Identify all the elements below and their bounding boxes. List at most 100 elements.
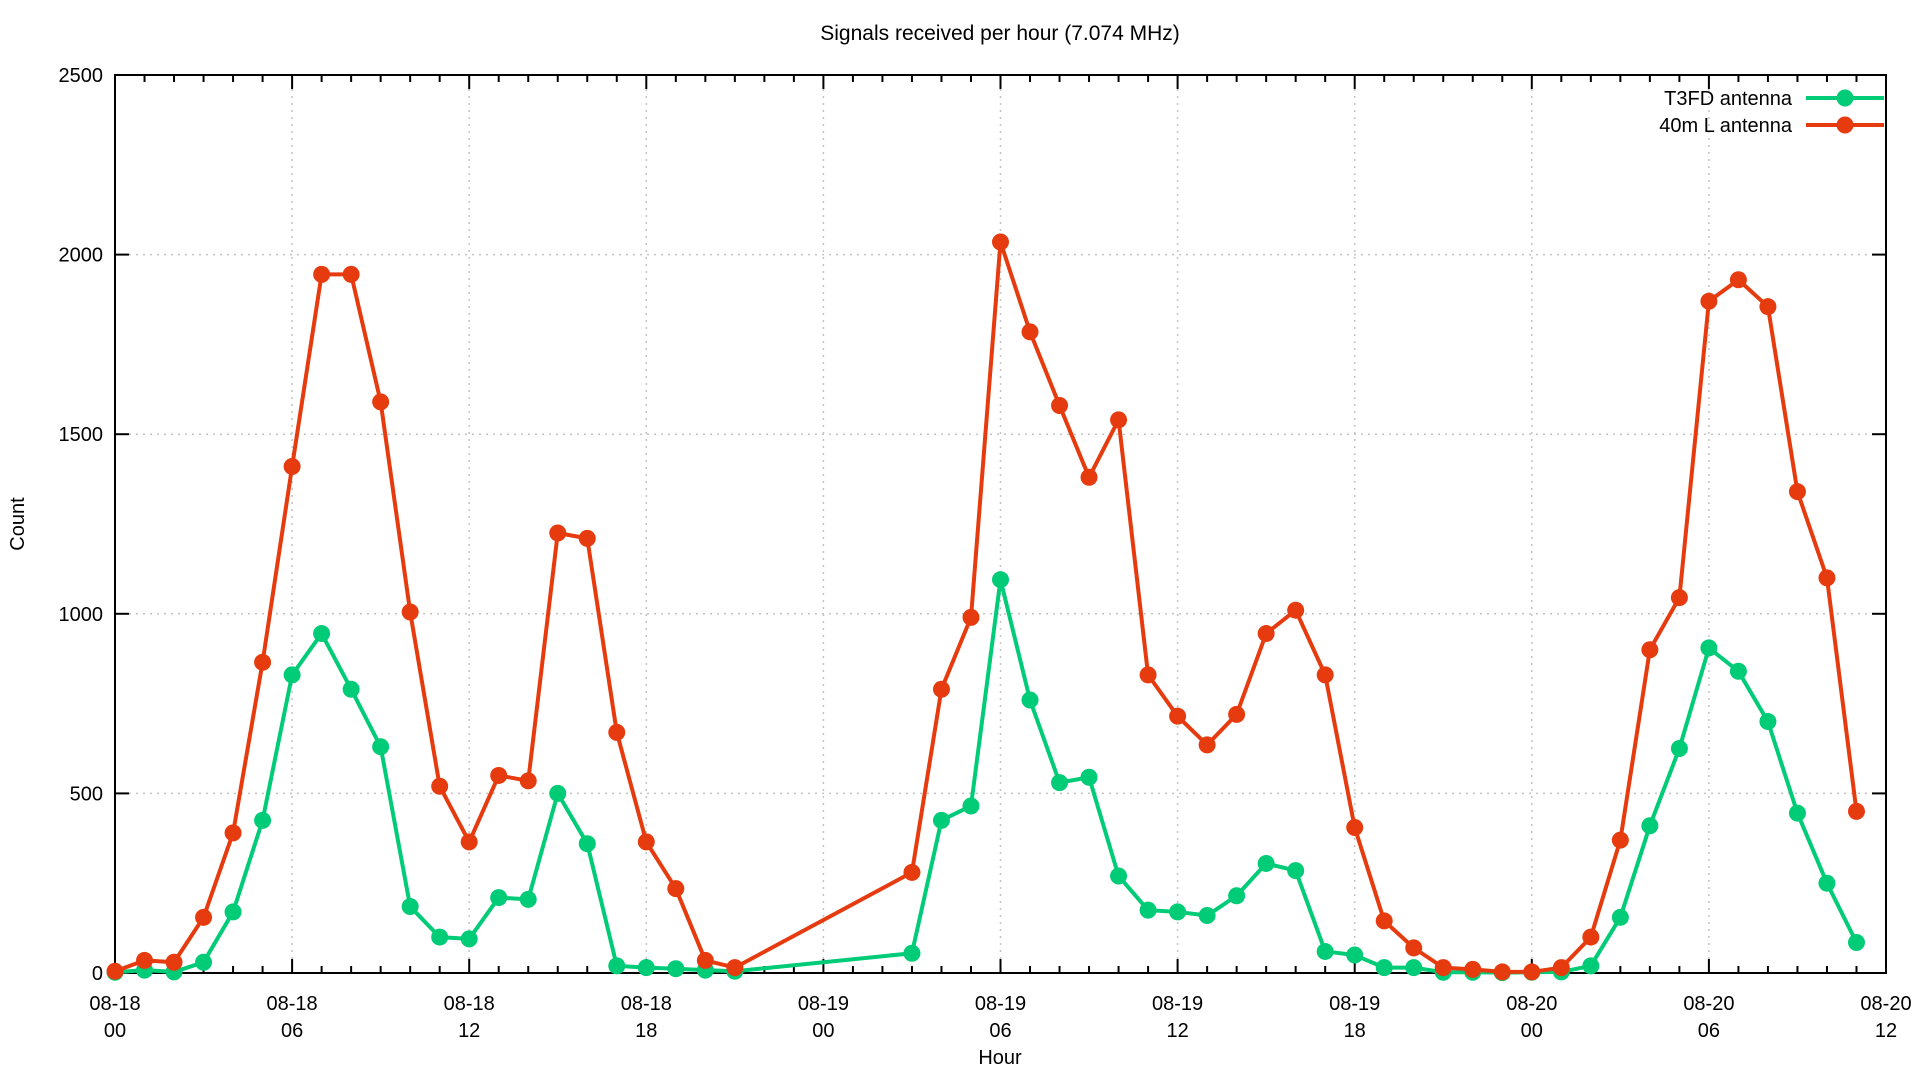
series-line-t3fd [113,577,1859,975]
data-point-t3fd [283,666,301,684]
data-point-40m-l [1729,271,1747,289]
data-point-40m-l [283,458,301,476]
data-point-40m-l [1405,939,1423,957]
data-point-t3fd [1818,874,1836,892]
data-point-40m-l [1582,928,1600,946]
x-tick-label: 08-18 18 [621,993,672,1042]
data-point-40m-l [608,723,626,741]
data-point-40m-l [165,953,183,971]
data-point-40m-l [726,959,744,977]
data-point-40m-l [1110,411,1128,429]
data-point-40m-l [696,951,714,969]
data-point-t3fd [490,889,508,907]
data-point-40m-l [1847,802,1865,820]
data-point-t3fd [401,898,419,916]
data-point-t3fd [608,957,626,975]
data-point-t3fd [1228,887,1246,905]
data-point-t3fd [1788,804,1806,822]
data-point-40m-l [1641,641,1659,659]
y-tick-label: 2000 [59,245,104,267]
y-tick-label: 2500 [59,65,104,87]
data-point-40m-l [1434,959,1452,977]
data-point-40m-l [342,265,360,283]
data-point-t3fd [313,625,331,643]
x-axis-label: Hour [978,1047,1022,1069]
data-point-40m-l [1818,569,1836,587]
data-point-40m-l [1375,912,1393,930]
x-tick-label: 08-19 00 [798,993,849,1042]
data-point-40m-l [1228,705,1246,723]
data-point-40m-l [1346,819,1364,837]
data-point-t3fd [992,571,1009,589]
data-point-t3fd [1582,957,1600,975]
data-point-t3fd [372,738,390,756]
data-point-t3fd [1670,740,1688,757]
data-point-t3fd [1021,691,1039,709]
data-point-40m-l [431,777,449,795]
legend-label-t3fd: T3FD antenna [1664,88,1793,110]
x-tick-label: 08-20 06 [1683,993,1734,1042]
data-point-40m-l [372,393,390,411]
data-point-40m-l [1051,396,1069,414]
data-point-40m-l [1287,601,1305,619]
data-point-40m-l [962,608,980,626]
legend: T3FD antenna 40m L antenna [1659,88,1884,137]
data-point-40m-l [1523,963,1541,981]
data-point-40m-l [1552,959,1570,977]
data-point-40m-l [106,962,124,980]
data-point-40m-l [1670,589,1688,607]
y-tick-label: 1500 [59,424,104,446]
data-point-40m-l [1169,707,1187,725]
data-point-t3fd [1847,933,1865,951]
data-point-40m-l [195,908,213,926]
data-point-t3fd [1641,817,1659,835]
data-point-40m-l [1611,831,1629,849]
data-point-t3fd [1759,713,1777,731]
data-point-40m-l [549,524,567,542]
data-point-40m-l [1493,963,1511,981]
data-point-40m-l [460,833,478,851]
legend-sample-marker [1836,116,1854,134]
data-point-40m-l [519,772,537,790]
series-line-40m-l [113,240,1859,974]
data-point-t3fd [932,811,950,829]
y-tick-label: 500 [70,783,103,805]
data-point-t3fd [1405,959,1423,977]
data-point-40m-l [637,833,655,851]
plot-border [114,74,1887,974]
y-tick-label: 0 [92,963,103,985]
x-tick-label: 08-18 12 [444,993,495,1042]
data-point-t3fd [637,959,655,977]
x-tick-label: 08-20 12 [1860,993,1911,1042]
data-point-t3fd [342,680,360,698]
data-point-t3fd [1700,639,1718,657]
data-point-t3fd [1051,774,1069,792]
data-point-t3fd [254,811,272,829]
data-point-40m-l [1021,323,1039,341]
x-tick-label: 08-19 12 [1152,993,1203,1042]
data-point-t3fd [1110,867,1128,885]
data-point-40m-l [932,680,950,698]
x-tick-label: 08-19 18 [1329,993,1380,1042]
data-point-40m-l [254,653,272,671]
data-point-40m-l [401,603,419,621]
data-point-40m-l [1080,468,1098,486]
data-point-40m-l [1316,666,1334,684]
chart-title: Signals received per hour (7.074 MHz) [820,22,1180,45]
data-point-t3fd [1169,903,1187,921]
data-point-40m-l [578,529,596,547]
data-point-t3fd [667,960,685,978]
data-point-t3fd [519,890,537,908]
x-tick-label: 08-18 00 [89,993,140,1042]
data-point-t3fd [1316,942,1334,960]
x-tick-label: 08-18 06 [267,993,318,1042]
data-point-t3fd [1611,908,1629,926]
data-point-40m-l [1257,625,1275,643]
data-point-t3fd [903,944,921,962]
data-point-t3fd [1139,901,1157,919]
y-tick-label: 1000 [59,604,104,626]
data-point-t3fd [460,930,478,948]
data-point-t3fd [431,928,449,946]
